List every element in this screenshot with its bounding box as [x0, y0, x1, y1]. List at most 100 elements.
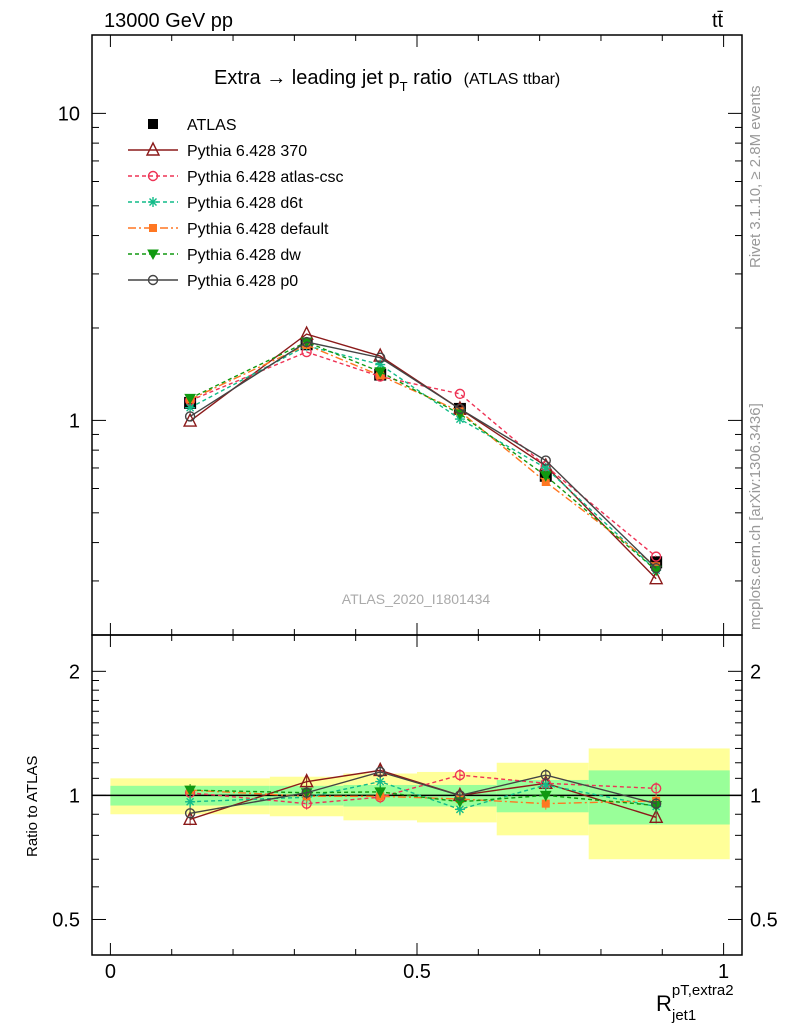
ratio-y-tick-label: 1: [69, 785, 80, 807]
energy-label: 13000 GeV pp: [104, 10, 233, 32]
marker: [539, 471, 552, 482]
legend-label: ATLAS: [187, 117, 237, 134]
ratio-y-tick-label-right: 0.5: [750, 909, 778, 931]
marker: [454, 769, 466, 781]
marker: [301, 336, 312, 348]
marker: [650, 563, 662, 574]
ratio-series-5: [184, 765, 662, 820]
svg-text:Extra → leading jet pT ratio: Extra → leading jet pT ratio (ATLAS ttba…: [214, 67, 560, 94]
marker: [184, 785, 196, 797]
legend-label: Pythia 6.428 atlas-csc: [187, 169, 344, 186]
marker: [186, 403, 195, 412]
series-0: [182, 325, 664, 585]
ratio-y-tick-label-right: 1: [750, 785, 761, 807]
marker: [149, 224, 157, 232]
y-axis-title-ratio: Ratio to ATLAS: [24, 756, 41, 857]
chart-title-main: Extra → leading jet p: [214, 67, 400, 89]
series-5: [184, 336, 662, 574]
marker: [147, 249, 159, 261]
legend-label: Pythia 6.428 d6t: [187, 195, 303, 212]
x-axis-title-sup: pT,extra2: [672, 982, 734, 999]
marker: [301, 787, 312, 798]
marker: [541, 478, 550, 487]
svg-text:RpT,extra2: RpT,extra2: [656, 982, 734, 1016]
main-panel: 1 10: [58, 34, 743, 636]
marker: [649, 570, 664, 585]
chart-title: Extra → leading jet pT ratio (ATLAS ttba…: [214, 67, 560, 94]
marker: [147, 170, 159, 182]
x-axis-title-sub: jet1: [671, 1007, 696, 1024]
legend-entry: Pythia 6.428 p0: [128, 273, 298, 290]
marker: [650, 798, 662, 809]
ratio-series-line: [190, 774, 657, 805]
marker: [650, 783, 662, 794]
chart-title-rest: ratio: [408, 67, 452, 89]
x-tick-label: 0.5: [403, 961, 431, 983]
marker: [650, 551, 662, 562]
ratio-series-line: [189, 771, 657, 814]
x-axis-title: RpT,extra2 jet1: [656, 982, 734, 1024]
marker: [374, 367, 387, 378]
marker: [541, 799, 550, 808]
series-line: [189, 341, 657, 571]
marker: [184, 411, 196, 422]
x-axis-title-main: R: [656, 991, 672, 1016]
legend-entry: ATLAS: [148, 117, 237, 134]
marker: [148, 119, 158, 129]
marker: [147, 274, 159, 286]
legend-entry: Pythia 6.428 atlas-csc: [128, 169, 344, 186]
y-tick-label: 1: [69, 410, 80, 432]
marker: [149, 198, 157, 206]
series-line: [189, 345, 657, 571]
process-label: tt̄: [712, 10, 724, 32]
legend: ATLAS Pythia 6.428 370 Pythia 6.428 atlas-…: [128, 117, 344, 290]
y-tick-label: 10: [58, 103, 80, 125]
series-2: [185, 340, 662, 576]
chart-title-sub: T: [400, 79, 408, 94]
ratio-series-line: [189, 769, 657, 820]
legend-label: Pythia 6.428 p0: [187, 273, 298, 290]
ratio-series-line: [190, 780, 657, 811]
ratio-y-tick-label: 0.5: [52, 909, 80, 931]
legend-label: Pythia 6.428 dw: [187, 247, 301, 264]
ratio-y-tick-label: 2: [69, 661, 80, 683]
marker: [454, 388, 466, 400]
marker: [186, 797, 195, 806]
series-1: [184, 346, 662, 562]
series-3: [186, 341, 661, 571]
ratio-y-tick-label-right: 2: [750, 661, 761, 683]
marker: [454, 790, 466, 801]
marker: [539, 790, 552, 802]
chart-title-small: (ATLAS ttbar): [464, 71, 561, 88]
marker: [375, 352, 386, 363]
legend-entry: Pythia 6.428 dw: [128, 247, 301, 264]
legend-entry: Pythia 6.428 default: [128, 221, 329, 238]
marker: [540, 455, 551, 466]
legend-entry: Pythia 6.428 d6t: [128, 195, 303, 212]
marker: [650, 565, 663, 577]
marker: [184, 393, 196, 405]
x-tick-label: 1: [718, 961, 729, 983]
marker: [184, 808, 196, 819]
marker: [375, 766, 386, 778]
series-line: [189, 344, 657, 567]
marker: [145, 141, 161, 156]
mcplots-label: mcplots.cern.ch [arXiv:1306.3436]: [747, 403, 764, 630]
marker: [541, 780, 550, 789]
marker: [454, 403, 466, 415]
marker: [541, 463, 550, 472]
rivet-label: Rivet 3.1.10, ≥ 2.8M events: [747, 86, 764, 269]
marker: [455, 805, 464, 814]
marker: [299, 773, 314, 788]
analysis-id: ATLAS_2020_I1801434: [342, 591, 491, 607]
marker: [540, 769, 551, 781]
marker: [182, 810, 198, 826]
ratio-series-line: [190, 789, 657, 805]
legend-label: Pythia 6.428 default: [187, 221, 329, 238]
marker: [649, 808, 664, 823]
marker: [374, 787, 387, 798]
marker: [376, 777, 385, 786]
series-line: [189, 351, 657, 558]
x-tick-label: 0: [105, 961, 116, 983]
